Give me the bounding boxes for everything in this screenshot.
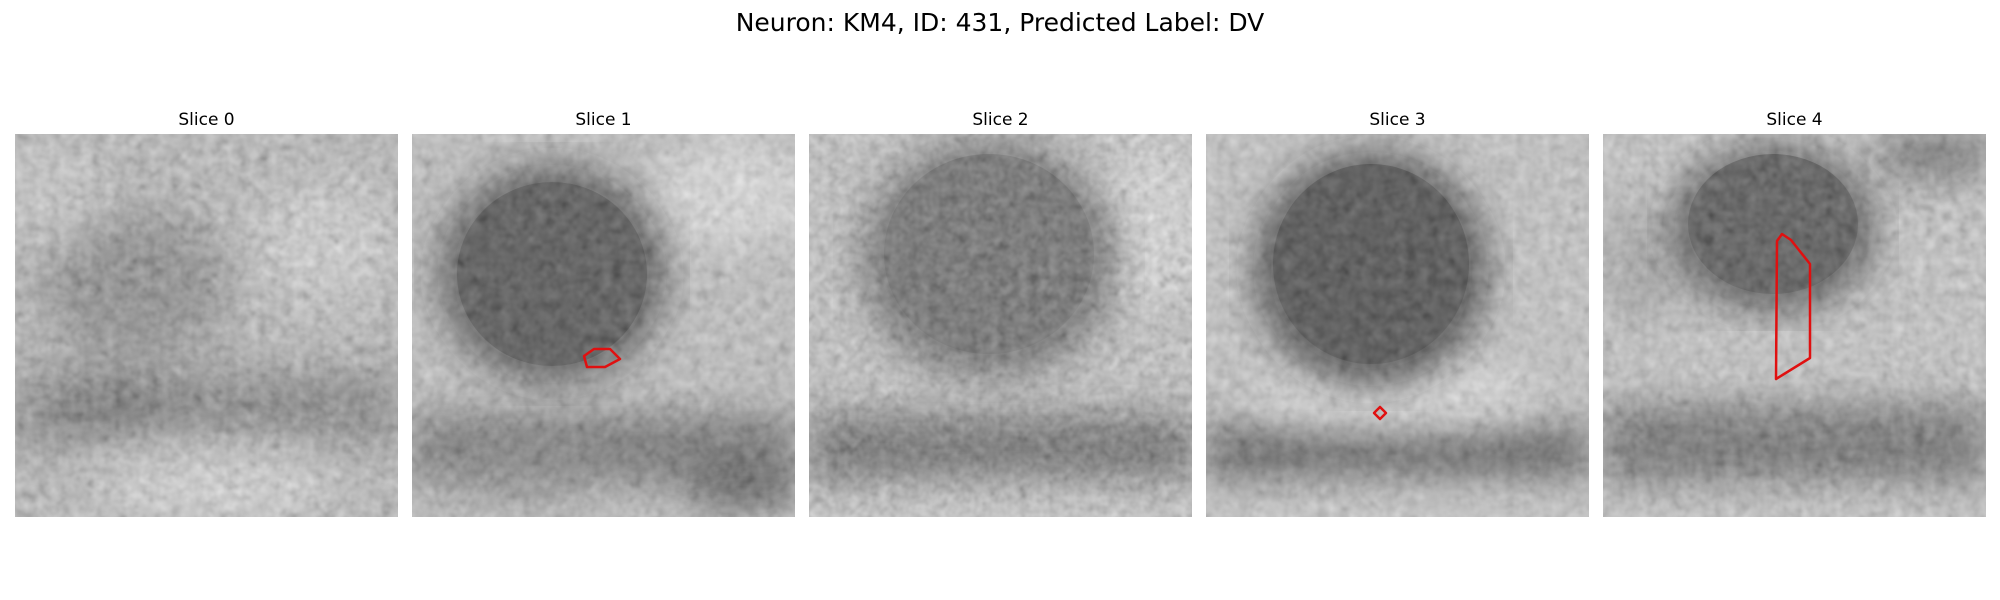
slice-image (1206, 134, 1589, 517)
slice-image (15, 134, 398, 517)
roi-contour (1774, 232, 1812, 381)
panel-title: Slice 1 (575, 110, 632, 130)
slice-image (1603, 134, 1986, 517)
panel-title: Slice 3 (1369, 110, 1426, 130)
roi-contour (1372, 405, 1388, 421)
panel-title: Slice 4 (1766, 110, 1823, 130)
slice-image (809, 134, 1192, 517)
figure-title: Neuron: KM4, ID: 431, Predicted Label: D… (735, 8, 1265, 37)
panel-title: Slice 0 (178, 110, 235, 130)
panel-title: Slice 2 (972, 110, 1029, 130)
slice-image (412, 134, 795, 517)
roi-contour (582, 347, 622, 369)
